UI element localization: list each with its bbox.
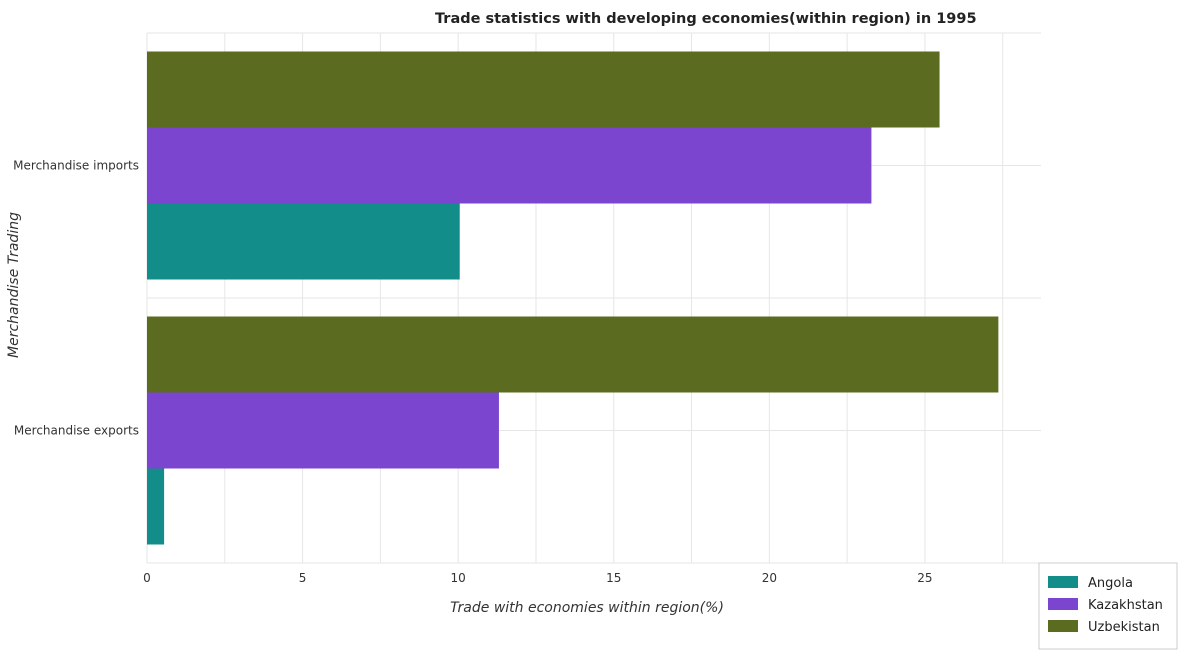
bar-uzbekistan-imports <box>147 51 940 128</box>
bar-kazakhstan-imports <box>147 127 872 204</box>
x-tick-label: 10 <box>451 571 466 585</box>
legend: Angola Kazakhstan Uzbekistan <box>1038 562 1178 650</box>
x-tick-label: 5 <box>299 571 307 585</box>
x-tick-label: 25 <box>917 571 932 585</box>
x-tick-label: 0 <box>143 571 151 585</box>
legend-label-angola: Angola <box>1088 576 1133 591</box>
y-tick-label: Merchandise exports <box>14 424 139 438</box>
y-axis-label: Merchandise Trading <box>6 212 22 358</box>
bars <box>147 51 999 545</box>
y-tick-label: Merchandise imports <box>13 159 139 173</box>
bar-angola-imports <box>147 203 460 280</box>
legend-swatch-kazakhstan <box>1048 598 1078 610</box>
bar-kazakhstan-exports <box>147 392 499 469</box>
legend-swatch-angola <box>1048 576 1078 588</box>
y-tick-labels: Merchandise exports Merchandise imports <box>13 159 139 438</box>
x-tick-labels: 0 5 10 15 20 25 <box>143 571 932 585</box>
x-axis-label: Trade with economies within region(%) <box>450 600 724 616</box>
bar-uzbekistan-exports <box>147 316 999 393</box>
legend-label-uzbekistan: Uzbekistan <box>1088 620 1160 635</box>
x-tick-label: 15 <box>606 571 621 585</box>
bar-angola-exports <box>147 468 165 545</box>
legend-swatch-uzbekistan <box>1048 620 1078 632</box>
x-tick-label: 20 <box>762 571 777 585</box>
legend-label-kazakhstan: Kazakhstan <box>1088 598 1163 613</box>
chart-title: Trade statistics with developing economi… <box>435 11 977 27</box>
